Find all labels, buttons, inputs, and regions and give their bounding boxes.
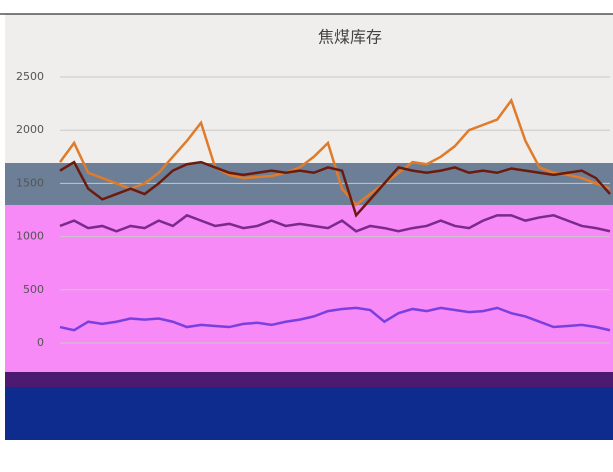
y-tick-label: 1000 [16, 230, 44, 243]
chart-title: 焦煤库存 [318, 28, 382, 47]
line-series [59, 160, 611, 218]
line-series [59, 213, 611, 233]
glitch-band [5, 372, 613, 387]
glitch-band [5, 163, 613, 208]
glitch-band [5, 387, 613, 440]
y-tick-label: 1500 [16, 176, 44, 189]
y-tick-label: 0 [37, 336, 44, 349]
line-series [58, 97, 611, 207]
y-tick-label: 2500 [16, 70, 44, 83]
glitch-band [5, 205, 613, 373]
y-tick-label: 500 [23, 283, 44, 296]
line-series [59, 306, 611, 332]
plot-background [5, 14, 613, 164]
y-tick-label: 2000 [16, 123, 44, 136]
